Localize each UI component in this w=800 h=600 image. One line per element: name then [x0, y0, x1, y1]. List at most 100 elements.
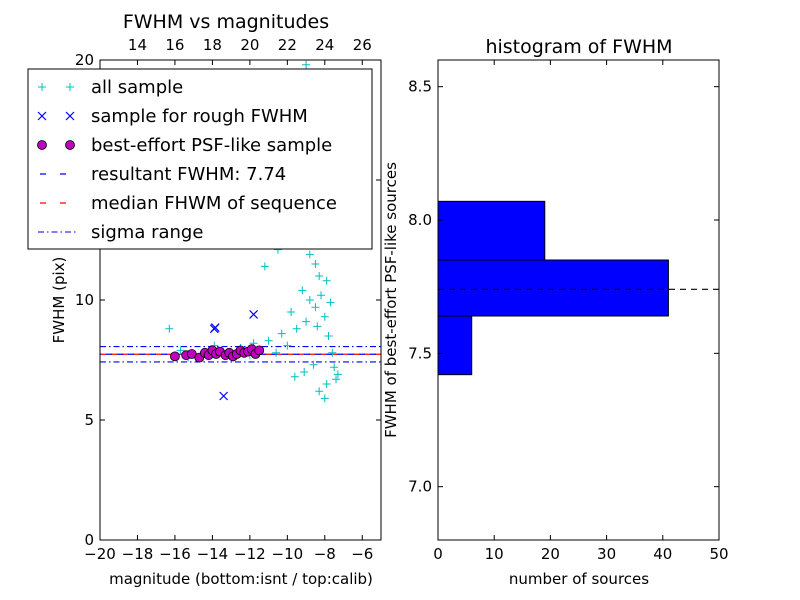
histogram-bar: [437, 200, 546, 261]
y-tick-label: 7.0: [408, 478, 432, 496]
legend-entry: all sample: [38, 77, 183, 98]
legend-label: median FHWM of sequence: [91, 193, 337, 214]
y-tick-label: 0: [84, 531, 94, 549]
data-point: [317, 291, 326, 300]
scatter-y-label: FWHM (pix): [50, 257, 68, 344]
legend-entry: sigma range: [38, 222, 203, 243]
legend-label: resultant FWHM: 7.74: [91, 164, 286, 185]
data-point: [292, 324, 301, 333]
x-tick-label: −20: [84, 545, 116, 563]
data-point: [332, 375, 341, 384]
legend-label: best-effort PSF-like sample: [91, 135, 332, 156]
legend-marker-swatch: [65, 111, 75, 121]
legend-entry: median FHWM of sequence: [38, 193, 337, 214]
legend-label: sigma range: [91, 222, 203, 243]
data-point: [249, 309, 259, 319]
legend-marker-swatch: [66, 83, 74, 91]
data-point: [300, 368, 309, 376]
top-tick-label: 18: [203, 36, 222, 54]
histogram-x-label: number of sources: [509, 570, 649, 588]
x-tick-label: 10: [485, 545, 504, 563]
y-tick-label: 8.0: [408, 211, 432, 229]
scatter-x-label: magnitude (bottom:isnt / top:calib): [109, 570, 373, 588]
x-tick-label: 30: [597, 545, 616, 563]
data-point: [320, 394, 329, 403]
x-tick-label: −6: [351, 545, 373, 563]
legend-marker-swatch: [37, 111, 47, 121]
data-point: [264, 336, 273, 345]
data-point: [320, 312, 329, 321]
data-point: [305, 296, 314, 304]
data-point: [170, 351, 180, 362]
x-tick-label: 0: [433, 545, 443, 563]
data-point: [165, 324, 174, 333]
x-tick-label: −16: [159, 545, 191, 563]
data-point: [254, 345, 265, 356]
top-tick-label: 16: [165, 36, 184, 54]
histogram-panel: 0 10 20 30 40 50 7.0 7.5 8.0 8.5 histogram of FW…: [382, 36, 729, 588]
scatter-points: [165, 60, 342, 403]
x-tick-label: −18: [122, 545, 154, 563]
data-point: [326, 298, 335, 307]
legend-marker-swatch: [65, 140, 75, 150]
histogram-y-label: FWHM of best-effort PSF-like sources: [382, 162, 400, 438]
top-tick-label: 24: [315, 36, 334, 54]
data-point: [324, 332, 333, 340]
legend-marker-swatch: [37, 140, 47, 150]
data-point: [305, 250, 314, 259]
data-point: [322, 380, 331, 388]
x-tick-label: 20: [541, 545, 560, 563]
histogram-bars: [437, 200, 669, 376]
top-tick-label: 20: [240, 36, 259, 54]
data-point: [330, 363, 339, 372]
scatter-panel: −20 −18 −16 −14 −12 −10 −8 −6 14 16 18 20 22 24 26 0 5…: [27, 11, 382, 588]
data-point: [283, 341, 292, 350]
x-tick-label: −8: [314, 545, 336, 563]
scatter-x-ticks: −20 −18 −16 −14 −12 −10 −8 −6: [84, 60, 373, 563]
legend: all sample sample for rough FWHM best-effo…: [27, 68, 373, 250]
data-point: [272, 348, 281, 357]
legend-entry: sample for rough FWHM: [37, 106, 308, 127]
data-point: [219, 391, 229, 401]
legend-label: all sample: [91, 77, 183, 98]
x-tick-label: 50: [709, 545, 728, 563]
y-tick-label: 20: [75, 51, 94, 69]
data-point: [210, 323, 220, 333]
data-point: [322, 276, 331, 285]
top-tick-label: 26: [353, 36, 372, 54]
y-tick-label: 10: [75, 291, 94, 309]
data-point: [302, 60, 311, 69]
x-tick-label: −12: [234, 545, 266, 563]
data-point: [176, 346, 185, 355]
histogram-y-ticks: 7.0 7.5 8.0 8.5: [408, 78, 719, 496]
data-point: [309, 360, 318, 369]
top-tick-label: 22: [278, 36, 297, 54]
histogram-bar: [437, 259, 669, 317]
data-point: [287, 308, 296, 316]
y-tick-label: 5: [84, 411, 94, 429]
histogram-title: histogram of FWHM: [485, 36, 672, 58]
legend-entry: best-effort PSF-like sample: [37, 135, 332, 156]
legend-box: [27, 68, 373, 250]
legend-marker-swatch: [38, 83, 46, 91]
data-point: [311, 303, 320, 312]
data-point: [277, 329, 286, 338]
legend-label: sample for rough FWHM: [91, 106, 308, 127]
data-point: [315, 272, 324, 280]
data-point: [290, 372, 299, 381]
x-tick-label: −14: [197, 545, 229, 563]
data-point: [315, 387, 324, 396]
legend-entry: resultant FWHM: 7.74: [38, 164, 286, 185]
data-point: [333, 370, 342, 379]
top-tick-label: 14: [128, 36, 147, 54]
histogram-x-ticks: 0 10 20 30 40 50: [433, 60, 729, 563]
y-tick-label: 8.5: [408, 78, 432, 96]
histogram-plot-frame: [437, 59, 720, 541]
data-point: [298, 286, 307, 295]
histogram-bar: [437, 315, 473, 376]
data-point: [302, 317, 311, 326]
scatter-title: FWHM vs magnitudes: [123, 11, 329, 33]
x-tick-label: 40: [653, 545, 672, 563]
data-point: [311, 260, 320, 268]
